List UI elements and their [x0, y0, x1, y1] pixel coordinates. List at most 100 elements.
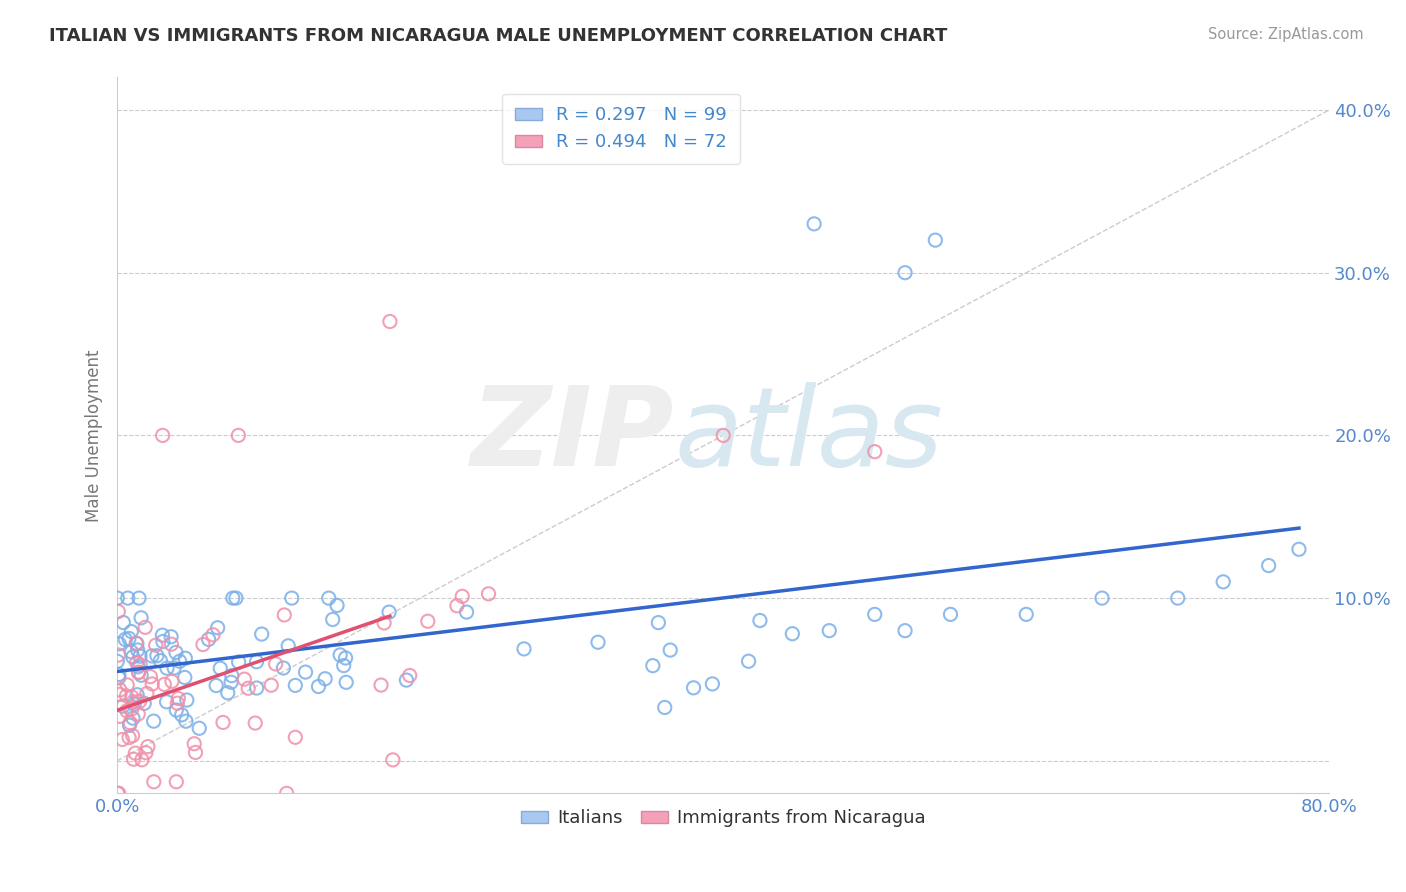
- Point: [456, 605, 478, 619]
- Point: [209, 661, 232, 675]
- Point: [378, 314, 401, 328]
- Point: [165, 645, 187, 659]
- Text: ZIP: ZIP: [471, 382, 675, 489]
- Point: [818, 624, 841, 638]
- Text: Source: ZipAtlas.com: Source: ZipAtlas.com: [1208, 27, 1364, 42]
- Point: [277, 639, 299, 653]
- Point: [477, 587, 499, 601]
- Point: [129, 649, 152, 664]
- Point: [184, 746, 207, 760]
- Point: [174, 714, 197, 729]
- Point: [225, 591, 247, 606]
- Point: [128, 591, 150, 606]
- Point: [398, 668, 420, 682]
- Point: [141, 677, 163, 691]
- Point: [894, 624, 917, 638]
- Point: [128, 665, 150, 680]
- Point: [105, 591, 128, 606]
- Point: [107, 671, 129, 685]
- Point: [212, 715, 235, 730]
- Point: [228, 655, 250, 669]
- Point: [136, 739, 159, 754]
- Point: [129, 668, 152, 682]
- Point: [264, 657, 287, 671]
- Point: [446, 599, 468, 613]
- Point: [122, 752, 145, 766]
- Point: [108, 683, 131, 698]
- Text: ITALIAN VS IMMIGRANTS FROM NICARAGUA MALE UNEMPLOYMENT CORRELATION CHART: ITALIAN VS IMMIGRANTS FROM NICARAGUA MAL…: [49, 27, 948, 45]
- Point: [250, 627, 273, 641]
- Point: [245, 716, 267, 731]
- Point: [711, 428, 734, 442]
- Point: [173, 670, 195, 684]
- Point: [748, 614, 770, 628]
- Point: [153, 677, 176, 691]
- Point: [513, 641, 536, 656]
- Point: [378, 605, 401, 619]
- Point: [322, 612, 344, 626]
- Point: [326, 599, 349, 613]
- Y-axis label: Male Unemployment: Male Unemployment: [86, 349, 103, 522]
- Point: [197, 632, 219, 647]
- Point: [127, 659, 149, 673]
- Point: [659, 643, 682, 657]
- Point: [281, 591, 304, 606]
- Point: [174, 651, 197, 665]
- Point: [183, 737, 205, 751]
- Point: [121, 650, 143, 665]
- Point: [176, 693, 198, 707]
- Point: [117, 591, 139, 606]
- Point: [228, 428, 250, 442]
- Point: [924, 233, 946, 247]
- Point: [803, 217, 825, 231]
- Point: [308, 680, 330, 694]
- Point: [641, 658, 664, 673]
- Point: [152, 634, 174, 648]
- Point: [115, 689, 138, 703]
- Point: [120, 715, 142, 730]
- Point: [314, 672, 336, 686]
- Point: [370, 678, 392, 692]
- Point: [141, 648, 163, 663]
- Point: [135, 687, 157, 701]
- Point: [156, 661, 179, 675]
- Point: [108, 687, 131, 701]
- Point: [107, 786, 129, 800]
- Point: [115, 678, 138, 692]
- Point: [121, 729, 143, 743]
- Point: [142, 714, 165, 728]
- Point: [107, 648, 129, 662]
- Point: [894, 266, 917, 280]
- Point: [1212, 574, 1234, 589]
- Point: [201, 628, 224, 642]
- Point: [160, 630, 183, 644]
- Point: [647, 615, 669, 630]
- Point: [373, 615, 395, 630]
- Point: [335, 651, 357, 665]
- Point: [702, 677, 724, 691]
- Point: [124, 697, 146, 711]
- Legend: Italians, Immigrants from Nicaragua: Italians, Immigrants from Nicaragua: [513, 802, 932, 834]
- Point: [121, 702, 143, 716]
- Point: [149, 654, 172, 668]
- Point: [451, 590, 474, 604]
- Point: [135, 746, 157, 760]
- Point: [170, 707, 193, 722]
- Text: atlas: atlas: [675, 382, 943, 489]
- Point: [318, 591, 340, 606]
- Point: [276, 786, 298, 800]
- Point: [160, 637, 183, 651]
- Point: [111, 732, 134, 747]
- Point: [107, 605, 129, 619]
- Point: [107, 786, 129, 800]
- Point: [233, 672, 256, 686]
- Point: [191, 638, 214, 652]
- Point: [165, 774, 187, 789]
- Point: [152, 628, 174, 642]
- Point: [125, 637, 148, 651]
- Point: [114, 632, 136, 647]
- Point: [395, 673, 418, 687]
- Point: [139, 670, 162, 684]
- Point: [120, 624, 142, 639]
- Point: [416, 614, 439, 628]
